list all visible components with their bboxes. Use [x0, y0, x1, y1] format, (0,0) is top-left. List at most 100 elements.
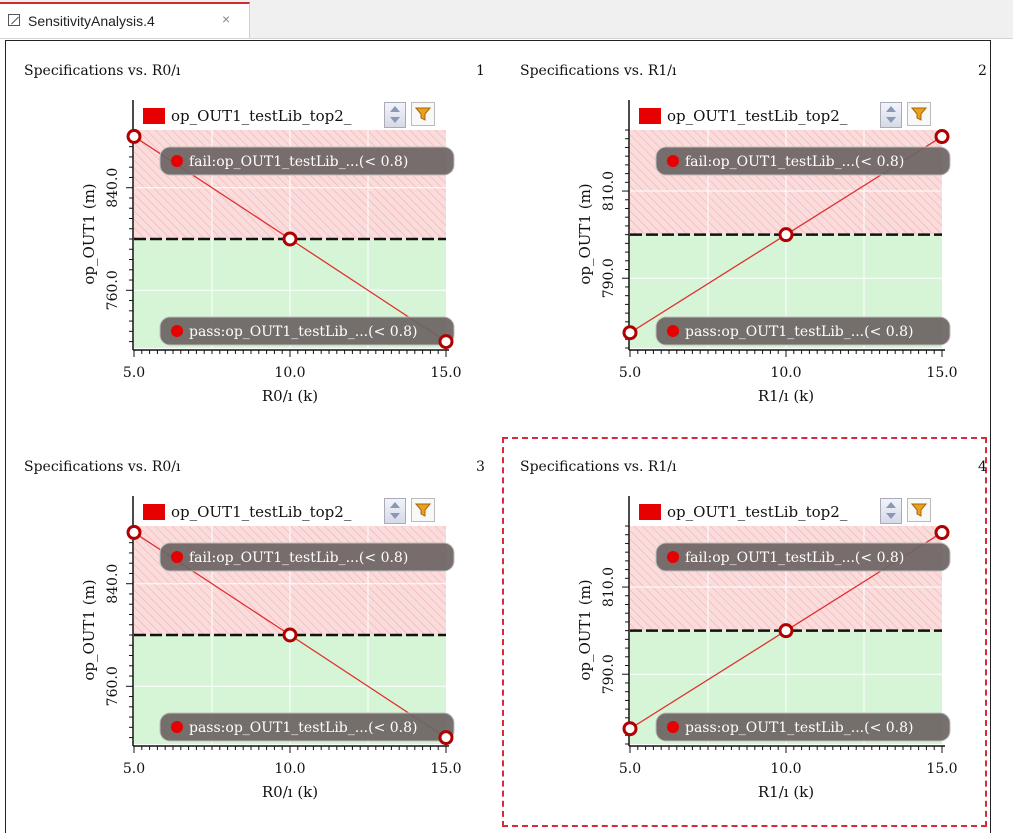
data-point: [282, 627, 298, 643]
data-point: [438, 334, 454, 350]
pass-spec-label: pass:op_OUT1_testLib_...(< 0.8): [655, 712, 951, 742]
legend-swatch: [143, 504, 165, 520]
data-point: [282, 231, 298, 247]
chart-title: Specifications vs. R1/ı: [520, 459, 677, 475]
fail-spec-label: fail:op_OUT1_testLib_...(< 0.8): [655, 542, 951, 572]
pill-text: fail:op_OUT1_testLib_...(< 0.8): [189, 154, 408, 170]
pill-background: [655, 542, 951, 572]
data-point: [622, 721, 638, 737]
x-tick-label: 5.0: [123, 365, 145, 381]
y-tick-label: 760.0: [105, 666, 121, 706]
y-tick-label: 840.0: [105, 564, 121, 604]
chart-panel-3[interactable]: Specifications vs. R0/ı 3 op_OUT1_testLib_…: [6, 437, 491, 827]
pill-background: [655, 712, 951, 742]
pill-dot: [171, 325, 183, 337]
chart-view-icon: [8, 14, 20, 26]
pass-spec-label: pass:op_OUT1_testLib_...(< 0.8): [159, 316, 455, 346]
chart-svg: 5.0 10.0 15.0 790.0 810.0 R1/ı (k) op_OUT1 (m)…: [576, 496, 958, 801]
pill-text: fail:op_OUT1_testLib_...(< 0.8): [189, 550, 408, 566]
pill-dot: [171, 721, 183, 733]
x-tick-label: 10.0: [274, 365, 305, 381]
x-tick-label: 15.0: [926, 761, 957, 777]
chart-title: Specifications vs. R0/ı: [24, 63, 181, 79]
pill-dot: [667, 325, 679, 337]
y-axis-label: op_OUT1 (m): [576, 579, 594, 680]
x-tick-label: 15.0: [926, 365, 957, 381]
x-tick-label: 5.0: [619, 365, 641, 381]
pill-text: fail:op_OUT1_testLib_...(< 0.8): [685, 154, 904, 170]
chart-title: Specifications vs. R0/ı: [24, 459, 181, 475]
tab-sensitivity-analysis[interactable]: SensitivityAnalysis.4 ×: [0, 2, 250, 38]
chart-panel-1[interactable]: Specifications vs. R0/ı 1 op_OUT1_testLib_…: [6, 41, 491, 431]
y-tick-label: 810.0: [601, 171, 617, 211]
pill-dot: [667, 551, 679, 563]
pill-dot: [667, 721, 679, 733]
x-axis-label: R0/ı (k): [262, 387, 318, 405]
y-axis-label: op_OUT1 (m): [80, 579, 98, 680]
x-tick-label: 10.0: [770, 365, 801, 381]
legend-label: op_OUT1_testLib_top2_: [667, 503, 848, 521]
pill-background: [159, 316, 455, 346]
legend-scroll-spinner[interactable]: [880, 498, 902, 524]
pass-spec-label: pass:op_OUT1_testLib_...(< 0.8): [655, 316, 951, 346]
fail-spec-label: fail:op_OUT1_testLib_...(< 0.8): [159, 542, 455, 572]
chart-number: 4: [978, 459, 987, 475]
filter-icon[interactable]: [907, 498, 931, 522]
pill-dot: [667, 155, 679, 167]
editor-tab-bar: SensitivityAnalysis.4 ×: [0, 0, 1013, 39]
y-axis-label: op_OUT1 (m): [576, 183, 594, 284]
x-tick-label: 15.0: [430, 365, 461, 381]
data-point: [126, 128, 142, 144]
legend-scroll-spinner[interactable]: [384, 102, 406, 128]
legend-swatch: [143, 108, 165, 124]
pill-text: fail:op_OUT1_testLib_...(< 0.8): [685, 550, 904, 566]
legend-label: op_OUT1_testLib_top2_: [171, 503, 352, 521]
pill-text: pass:op_OUT1_testLib_...(< 0.8): [685, 324, 913, 340]
pill-background: [159, 146, 455, 176]
pill-dot: [171, 551, 183, 563]
x-tick-label: 5.0: [619, 761, 641, 777]
data-point: [934, 525, 950, 541]
x-tick-label: 15.0: [430, 761, 461, 777]
data-point: [778, 623, 794, 639]
legend-scroll-spinner[interactable]: [880, 102, 902, 128]
tab-label: SensitivityAnalysis.4: [28, 13, 155, 29]
data-point: [778, 227, 794, 243]
chart-svg: 5.0 10.0 15.0 760.0 840.0 R0/ı (k) op_OUT1 (m)…: [80, 100, 462, 405]
x-tick-label: 10.0: [274, 761, 305, 777]
chart-number: 2: [978, 63, 987, 79]
legend-swatch: [639, 504, 661, 520]
filter-icon[interactable]: [411, 102, 435, 126]
y-tick-label: 790.0: [601, 654, 617, 694]
y-tick-label: 840.0: [105, 168, 121, 208]
pill-dot: [171, 155, 183, 167]
y-tick-label: 760.0: [105, 270, 121, 310]
data-point: [934, 129, 950, 145]
x-tick-label: 10.0: [770, 761, 801, 777]
y-tick-label: 810.0: [601, 567, 617, 607]
x-axis-label: R1/ı (k): [758, 783, 814, 801]
legend-label: op_OUT1_testLib_top2_: [171, 107, 352, 125]
y-tick-label: 790.0: [601, 258, 617, 298]
chart-panel-4[interactable]: Specifications vs. R1/ı 4 op_OUT1_testLib_…: [502, 437, 987, 827]
chart-svg: 5.0 10.0 15.0 790.0 810.0 R1/ı (k) op_OUT1 (m)…: [576, 100, 958, 405]
y-axis-label: op_OUT1 (m): [80, 183, 98, 284]
chart-number: 3: [476, 459, 485, 475]
close-tab-button[interactable]: ×: [222, 11, 231, 27]
pill-background: [159, 542, 455, 572]
filter-icon[interactable]: [907, 102, 931, 126]
legend-scroll-spinner[interactable]: [384, 498, 406, 524]
data-point: [622, 325, 638, 341]
legend-label: op_OUT1_testLib_top2_: [667, 107, 848, 125]
fail-spec-label: fail:op_OUT1_testLib_...(< 0.8): [159, 146, 455, 176]
chart-panel-2[interactable]: Specifications vs. R1/ı 2 op_OUT1_testLib_…: [502, 41, 987, 431]
x-axis-label: R0/ı (k): [262, 783, 318, 801]
pill-background: [159, 712, 455, 742]
filter-icon[interactable]: [411, 498, 435, 522]
chart-grid: Specifications vs. R0/ı 1 op_OUT1_testLib_…: [5, 40, 991, 833]
chart-number: 1: [476, 63, 485, 79]
pill-text: pass:op_OUT1_testLib_...(< 0.8): [189, 324, 417, 340]
pill-text: pass:op_OUT1_testLib_...(< 0.8): [685, 720, 913, 736]
fail-spec-label: fail:op_OUT1_testLib_...(< 0.8): [655, 146, 951, 176]
chart-svg: 5.0 10.0 15.0 760.0 840.0 R0/ı (k) op_OUT1 (m)…: [80, 496, 462, 801]
